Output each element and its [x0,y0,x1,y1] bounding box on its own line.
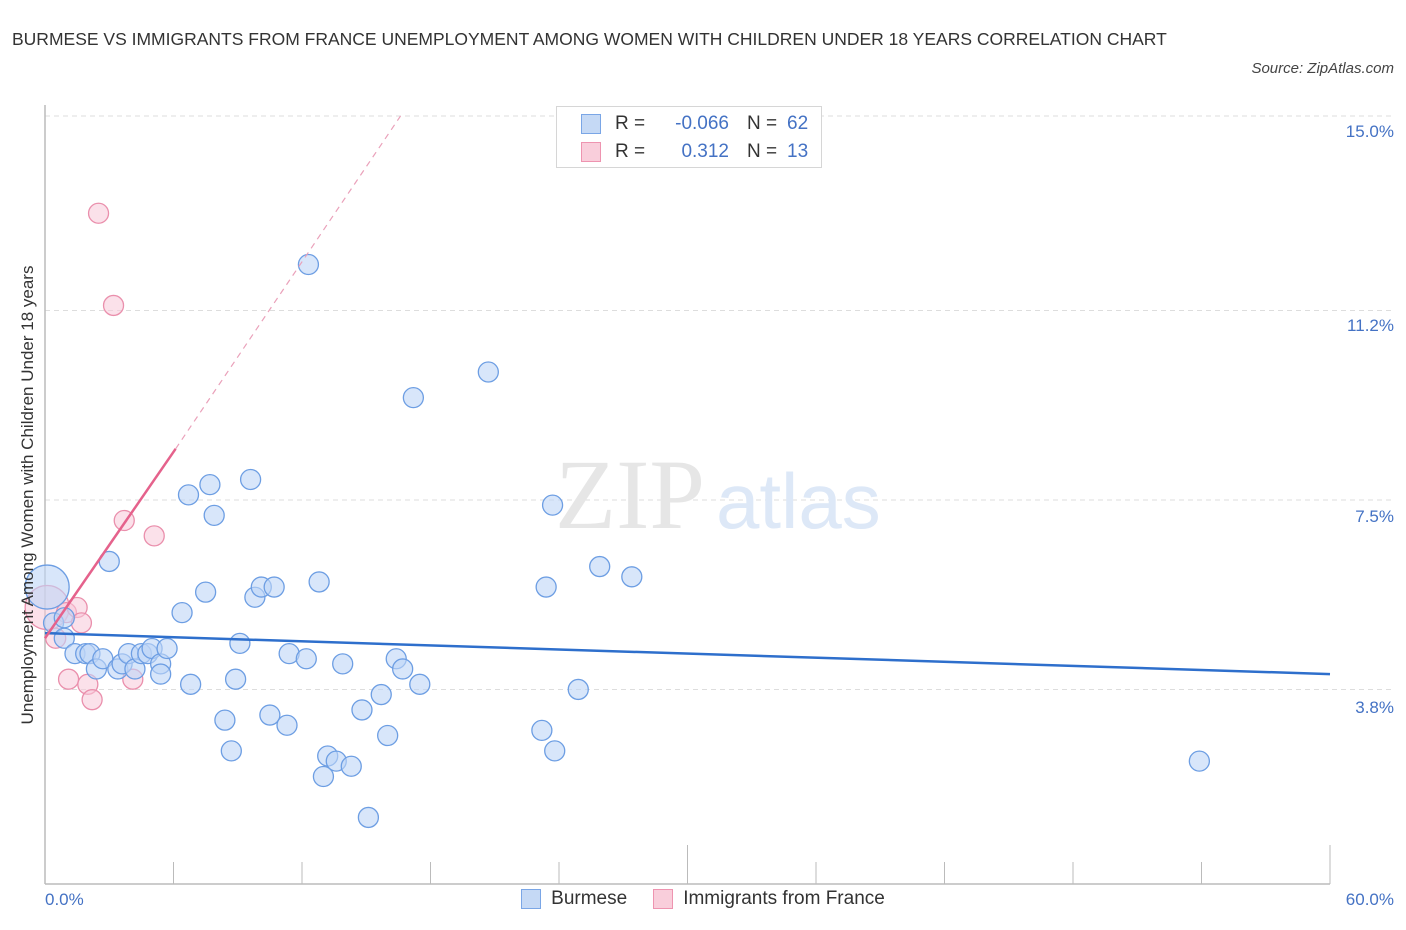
watermark-zip: ZIP [555,439,705,550]
y-tick-7-5: 7.5% [1355,507,1394,526]
zipatlas-watermark: ZIP atlas [555,439,881,550]
france-swatch-icon [653,889,674,909]
legend-row-burmese: R = -0.066 N = 62 [581,111,808,137]
y-tick-3-8: 3.8% [1355,698,1394,717]
burmese-swatch-icon [521,889,542,909]
legend-item-france[interactable]: Immigrants from France [653,888,885,910]
n-value: 13 [787,141,809,162]
r-value: 0.312 [681,141,729,162]
burmese-swatch-icon [581,114,601,134]
series-burmese-points [24,253,1211,829]
source-label: Source: ZipAtlas.com [1251,60,1394,77]
legend-label-france: Immigrants from France [683,888,885,909]
watermark-atlas: atlas [716,457,881,545]
r-value: -0.066 [675,113,729,134]
axes [44,105,1331,885]
y-axis-label: Unemployment Among Women with Children U… [18,265,37,725]
legend-label-burmese: Burmese [551,888,628,909]
france-swatch-icon [581,142,601,162]
series-legend: Burmese Immigrants from France [0,888,1406,910]
r-label: R = [615,113,646,134]
n-label: N = [747,141,778,162]
trend-lines [43,115,1331,676]
n-label: N = [747,113,778,134]
y-tick-11-2: 11.2% [1347,316,1394,335]
x-tick-0: 0.0% [45,890,84,909]
chart-title: BURMESE VS IMMIGRANTS FROM FRANCE UNEMPL… [12,29,1167,49]
y-tick-15: 15.0% [1345,122,1394,141]
n-value: 62 [787,113,809,134]
correlation-legend: R = -0.066 N = 62 R = 0.312 N = 13 [556,106,822,168]
legend-row-france: R = 0.312 N = 13 [581,139,808,165]
legend-item-burmese[interactable]: Burmese [521,888,627,910]
r-label: R = [615,141,646,162]
x-tick-60: 60.0% [1345,890,1394,909]
